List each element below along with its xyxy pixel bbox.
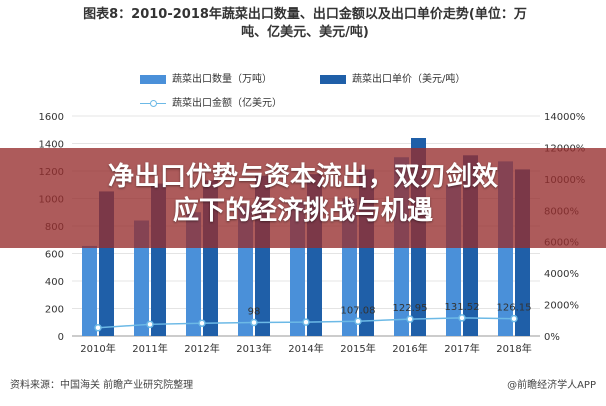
x-tick-label: 2017年 (444, 342, 479, 355)
legend-item-price: 蔬菜出口单价（美元/吨） (320, 70, 465, 85)
brand-mark: @前瞻经济学人APP (507, 380, 596, 391)
data-label: 122.95 (393, 303, 428, 314)
point-amount (94, 324, 102, 332)
y-left-tick-label: 600 (45, 250, 64, 261)
legend-item-amount: 蔬菜出口金额（亿美元） (140, 94, 282, 109)
y-right-tick-label: 14000% (544, 112, 585, 123)
legend-swatch-qty (140, 74, 166, 84)
point-amount (510, 314, 518, 323)
point-amount (198, 319, 206, 327)
footer: 资料来源：中国海关 前瞻产业研究院整理 @前瞻经济学人APP (10, 376, 596, 391)
data-label: 131.52 (445, 302, 480, 313)
x-tick-label: 2011年 (132, 342, 167, 355)
legend-label-qty: 蔬菜出口数量（万吨） (172, 74, 272, 85)
chart-title-line2: 吨、亿美元、美元/吨) (241, 25, 369, 40)
y-left-tick-label: 200 (45, 305, 64, 316)
point-amount (302, 318, 310, 326)
point-amount (406, 315, 414, 323)
x-tick-label: 2010年 (80, 342, 115, 355)
y-left-tick-label: 400 (45, 277, 64, 288)
y-left-tick-label: 1400 (39, 140, 64, 151)
headline-overlay (0, 148, 606, 248)
y-left-tick-label: 1600 (39, 112, 64, 123)
headline: 净出口优势与资本流出，双刃剑效 应下的经济挑战与机遇 (0, 160, 606, 228)
y-right-tick-label: 4000% (544, 269, 579, 280)
x-tick-label: 2013年 (236, 342, 271, 355)
y-right-tick-label: 2000% (544, 301, 579, 312)
legend-swatch-price (320, 74, 346, 84)
data-label: 126.15 (497, 303, 532, 314)
legend-label-price: 蔬菜出口单价（美元/吨） (352, 74, 466, 85)
chart-title: 图表8：2010-2018年蔬菜出口数量、出口金额以及出口单价走势(单位：万 吨… (22, 6, 588, 42)
x-tick-label: 2018年 (496, 342, 531, 355)
legend-item-qty: 蔬菜出口数量（万吨） (140, 70, 272, 85)
point-amount (354, 317, 362, 326)
x-tick-label: 2016年 (392, 342, 427, 355)
bar-qty (82, 245, 97, 336)
legend-label-amount: 蔬菜出口金额（亿美元） (172, 98, 282, 109)
legend-swatch-amount (140, 99, 166, 108)
point-amount (250, 318, 258, 327)
data-label: 98 (248, 307, 261, 318)
x-tick-label: 2015年 (340, 342, 375, 355)
source-note: 资料来源：中国海关 前瞻产业研究院整理 (10, 380, 194, 391)
bar-qty (134, 220, 149, 336)
y-left-tick-label: 0 (58, 332, 64, 343)
x-tick-label: 2014年 (288, 342, 323, 355)
y-right-tick-label: 0% (544, 332, 560, 343)
x-tick-label: 2012年 (184, 342, 219, 355)
headline-line2: 应下的经济挑战与机遇 (172, 196, 433, 226)
point-amount (458, 314, 466, 322)
point-amount (146, 320, 154, 329)
data-label: 107.08 (341, 305, 376, 316)
chart-title-line1: 图表8：2010-2018年蔬菜出口数量、出口金额以及出口单价走势(单位：万 (83, 7, 527, 22)
headline-line1: 净出口优势与资本流出，双刃剑效 (107, 162, 498, 192)
